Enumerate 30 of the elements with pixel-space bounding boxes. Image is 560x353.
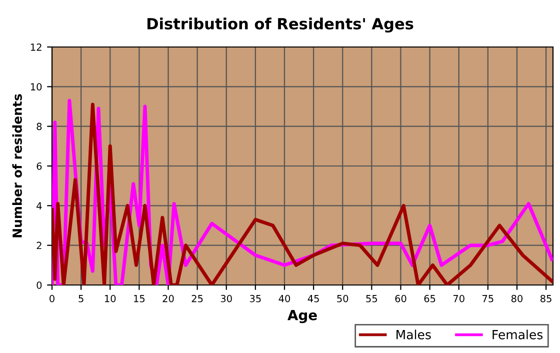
y-tick-label: 8 bbox=[36, 122, 42, 130]
x-tick-label: 0 bbox=[50, 294, 54, 302]
x-tick-label: 35 bbox=[250, 294, 261, 302]
x-tick-label: 55 bbox=[366, 295, 377, 302]
y-tick-label: 10 bbox=[30, 83, 42, 90]
x-tick-label: 30 bbox=[220, 294, 232, 302]
x-tick-label: 25 bbox=[192, 294, 203, 302]
x-tick-label: 45 bbox=[308, 295, 319, 302]
y-tick-label: 6 bbox=[36, 162, 42, 170]
x-tick-label: 50 bbox=[337, 294, 348, 302]
x-tick-label: 5 bbox=[78, 295, 84, 302]
y-tick-label: 2 bbox=[36, 242, 42, 250]
x-tick-label: 40 bbox=[278, 294, 290, 302]
x-tick-label: 75 bbox=[482, 295, 494, 302]
y-tick-label: 4 bbox=[36, 202, 42, 210]
y-axis-title: Number of residents bbox=[12, 94, 22, 238]
x-tick-label: 80 bbox=[511, 294, 523, 302]
y-tick-label: 12 bbox=[30, 43, 42, 51]
legend-label: Males bbox=[396, 330, 431, 340]
x-axis-title: Age bbox=[288, 310, 317, 324]
x-tick-label: 60 bbox=[395, 294, 406, 302]
x-tick-label: 70 bbox=[453, 294, 464, 302]
x-tick-label: 10 bbox=[105, 294, 116, 302]
chart-title: Distribution of Residents' Ages bbox=[147, 18, 414, 33]
x-tick-label: 20 bbox=[162, 294, 174, 302]
y-tick-label: 0 bbox=[36, 281, 42, 289]
x-tick-label: 65 bbox=[424, 294, 436, 302]
x-tick-label: 15 bbox=[134, 295, 145, 302]
legend-label: Females bbox=[492, 330, 543, 340]
x-tick-label: 85 bbox=[540, 294, 552, 302]
